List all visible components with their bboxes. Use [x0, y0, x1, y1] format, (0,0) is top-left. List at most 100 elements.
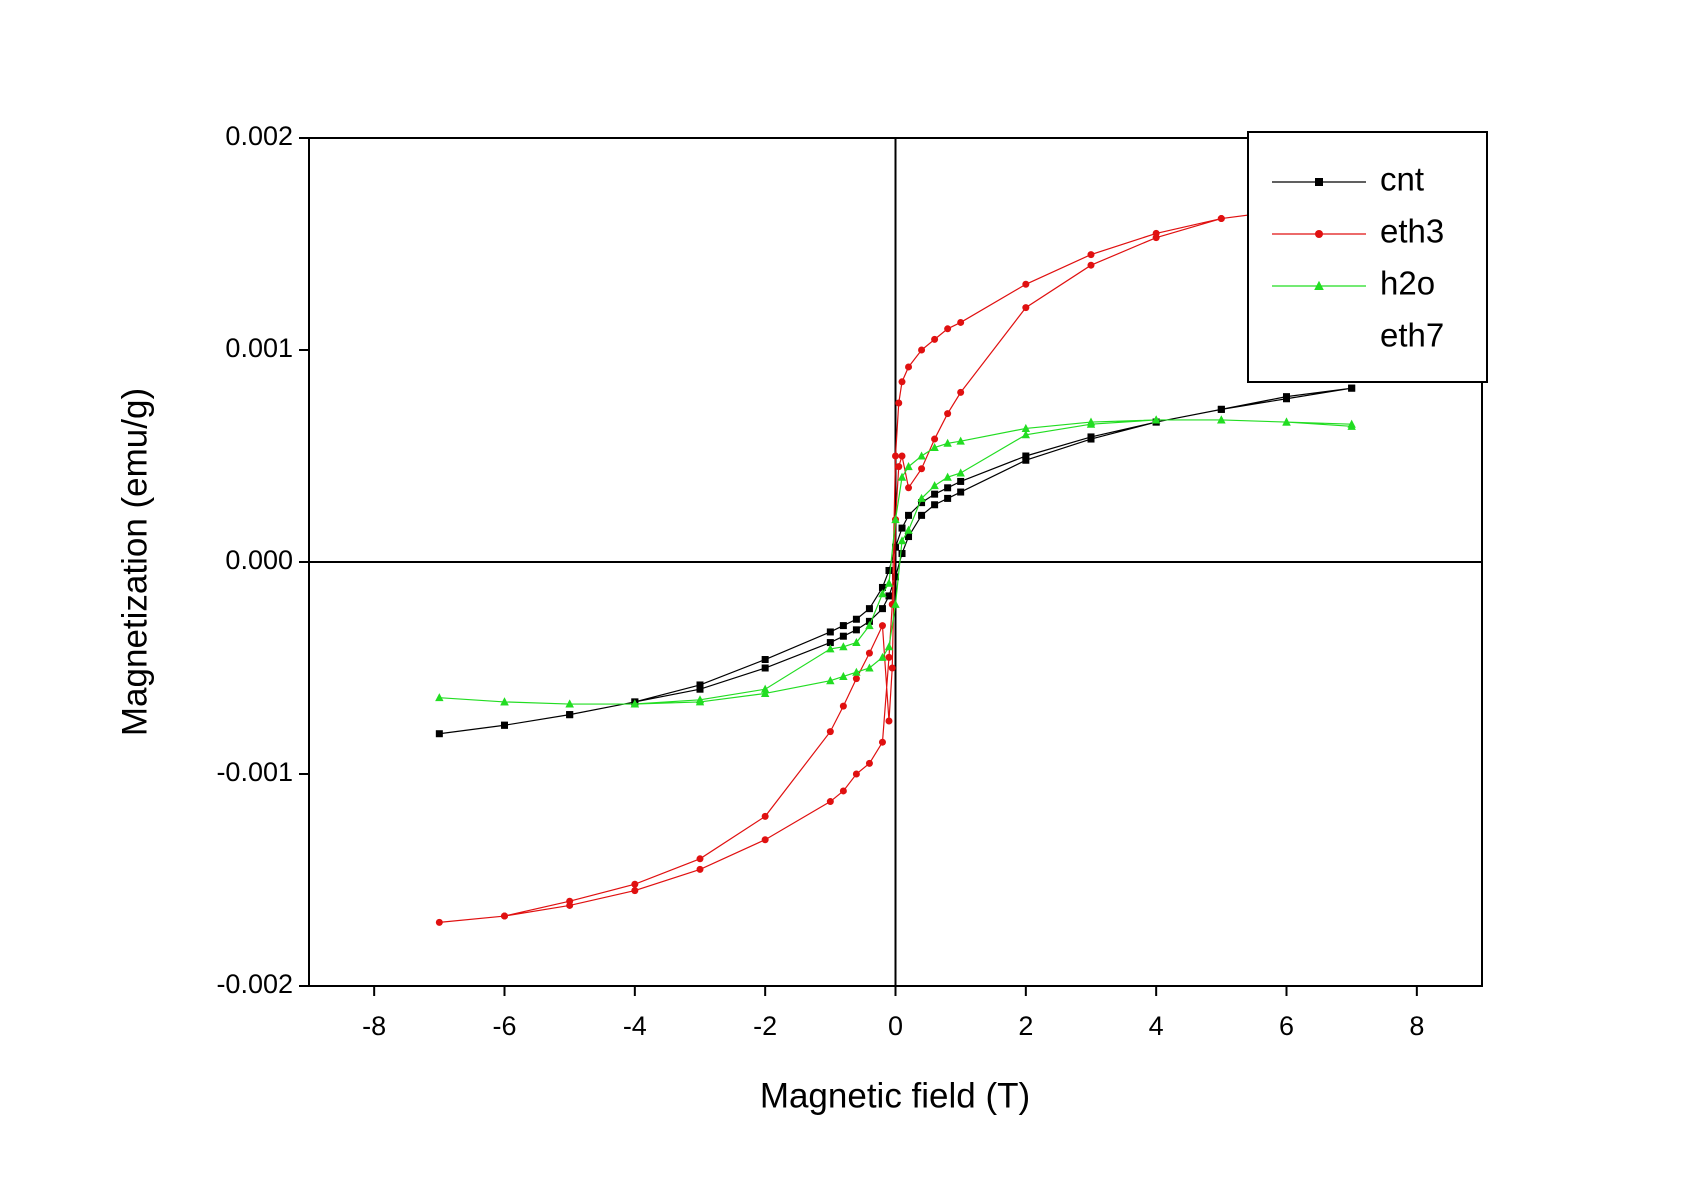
marker: [1021, 423, 1031, 432]
x-tick-label: -6: [492, 1011, 516, 1041]
marker: [930, 481, 939, 490]
marker: [957, 488, 965, 496]
marker: [695, 697, 705, 706]
legend-label: eth3: [1380, 213, 1444, 250]
marker: [826, 644, 835, 653]
marker: [435, 693, 444, 702]
marker: [892, 452, 899, 460]
marker: [878, 738, 886, 746]
marker: [1087, 435, 1095, 443]
marker: [865, 605, 873, 613]
marker: [1087, 261, 1095, 269]
marker: [878, 622, 886, 630]
marker: [761, 836, 769, 844]
marker: [865, 663, 874, 672]
marker: [631, 880, 639, 888]
marker: [944, 494, 952, 502]
marker: [891, 515, 900, 524]
marker: [761, 812, 769, 820]
y-tick-label: -0.002: [216, 969, 293, 999]
marker: [852, 770, 860, 778]
marker: [826, 798, 834, 806]
marker: [931, 501, 939, 509]
marker: [501, 721, 508, 729]
marker: [852, 667, 861, 676]
x-tick-label: 4: [1149, 1011, 1164, 1041]
marker: [885, 566, 893, 574]
marker: [895, 399, 903, 407]
marker: [931, 435, 939, 443]
marker: [852, 626, 860, 634]
marker: [826, 676, 835, 685]
y-tick-label: 0.001: [225, 333, 293, 363]
marker: [918, 511, 926, 519]
marker: [500, 697, 509, 706]
marker: [1217, 405, 1225, 413]
legend-box: [1247, 131, 1488, 383]
marker: [944, 325, 952, 333]
marker: [878, 605, 886, 613]
marker: [826, 628, 834, 636]
marker: [957, 477, 965, 485]
marker: [865, 649, 873, 657]
marker: [1022, 452, 1030, 460]
marker: [943, 472, 952, 481]
marker: [891, 599, 900, 608]
marker: [898, 378, 906, 386]
marker: [898, 524, 906, 532]
marker: [1087, 251, 1095, 259]
marker: [897, 472, 907, 481]
y-tick-label: -0.001: [216, 757, 293, 787]
y-axis-title: Magnetization (emu/g): [115, 388, 154, 736]
marker: [760, 688, 770, 697]
marker: [630, 699, 640, 708]
marker: [761, 664, 769, 672]
marker: [1282, 417, 1291, 426]
marker: [852, 638, 861, 647]
marker: [696, 681, 704, 689]
marker: [956, 468, 965, 477]
marker: [931, 490, 939, 498]
marker: [865, 621, 874, 630]
legend-label: cnt: [1380, 161, 1424, 198]
marker: [957, 318, 965, 326]
marker: [944, 484, 952, 492]
marker: [905, 363, 913, 371]
x-axis-title: Magnetic field (T): [760, 1076, 1030, 1115]
marker: [852, 615, 860, 623]
marker: [839, 642, 848, 651]
marker: [1022, 304, 1030, 312]
marker: [839, 632, 847, 640]
marker: [1086, 419, 1096, 428]
marker: [904, 462, 913, 471]
marker: [930, 442, 939, 452]
marker: [852, 675, 860, 683]
marker: [897, 536, 907, 545]
marker: [917, 493, 926, 502]
marker: [1151, 415, 1161, 424]
marker: [918, 465, 926, 473]
x-tick-label: 6: [1279, 1011, 1294, 1041]
x-tick-label: 2: [1018, 1011, 1033, 1041]
legend-label: h2o: [1380, 265, 1435, 302]
marker: [943, 438, 952, 447]
marker: [631, 887, 639, 895]
marker: [839, 622, 847, 630]
x-tick-label: -8: [362, 1011, 386, 1041]
marker: [917, 451, 926, 460]
marker: [905, 533, 913, 541]
marker: [1315, 230, 1323, 238]
marker: [1021, 430, 1031, 439]
x-tick-label: -2: [753, 1011, 777, 1041]
marker: [839, 787, 847, 795]
y-tick-label: 0.000: [225, 545, 293, 575]
marker: [839, 671, 848, 680]
marker: [905, 511, 913, 519]
marker: [1315, 178, 1323, 186]
marker: [566, 711, 574, 719]
marker: [826, 728, 834, 736]
x-tick-label: 0: [888, 1011, 903, 1041]
marker: [1348, 384, 1356, 392]
marker: [865, 759, 873, 767]
